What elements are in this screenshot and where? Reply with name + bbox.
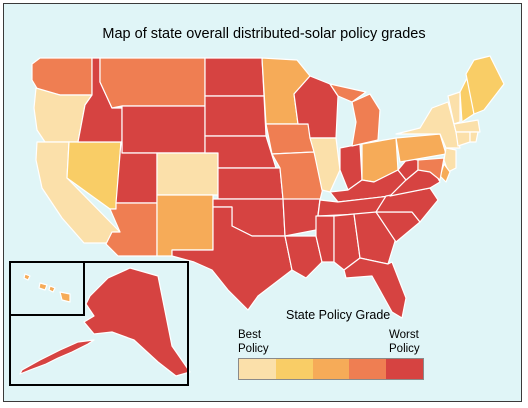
state-new-mexico xyxy=(156,194,214,257)
map-title: Map of state overall distributed-solar p… xyxy=(102,26,426,42)
state-vermont xyxy=(447,91,461,125)
legend-best-policy-label: Best Policy xyxy=(238,329,269,355)
state-rhode-island xyxy=(469,131,479,143)
state-maryland xyxy=(417,157,445,181)
legend-worst-policy-label: Worst Policy xyxy=(389,329,420,355)
state-michigan xyxy=(351,93,381,147)
legend-color-scale xyxy=(238,358,424,380)
state-hawaii-part-4 xyxy=(48,285,56,293)
legend-swatch-2 xyxy=(275,359,313,379)
state-louisiana xyxy=(284,235,323,279)
state-michigan-part-2 xyxy=(329,83,367,103)
legend-title: State Policy Grade xyxy=(286,308,391,322)
state-alaska-part-2 xyxy=(19,339,95,375)
state-montana xyxy=(99,57,206,109)
state-connecticut xyxy=(455,131,471,147)
state-hawaii xyxy=(59,291,71,303)
alaska-hawaii-inset-border xyxy=(9,261,189,386)
hawaii-inset-border xyxy=(9,261,85,316)
legend-swatch-3 xyxy=(312,359,350,379)
legend-swatch-5 xyxy=(386,359,423,379)
state-north-dakota xyxy=(204,57,265,97)
state-arkansas xyxy=(282,198,321,237)
state-hawaii-part-3 xyxy=(38,282,48,291)
legend-swatch-1 xyxy=(239,359,276,379)
state-maine xyxy=(465,55,505,115)
state-south-dakota xyxy=(204,95,267,137)
state-massachusetts xyxy=(453,119,481,133)
state-colorado xyxy=(156,152,219,196)
state-mississippi xyxy=(315,215,335,263)
legend-swatch-4 xyxy=(349,359,387,379)
state-hawaii-part-2 xyxy=(23,273,31,281)
state-alaska xyxy=(83,267,191,377)
state-wyoming xyxy=(121,105,206,154)
state-pennsylvania xyxy=(395,133,447,163)
state-iowa xyxy=(265,123,315,155)
state-kansas xyxy=(217,167,284,200)
state-texas xyxy=(171,206,293,311)
state-florida xyxy=(343,257,407,319)
